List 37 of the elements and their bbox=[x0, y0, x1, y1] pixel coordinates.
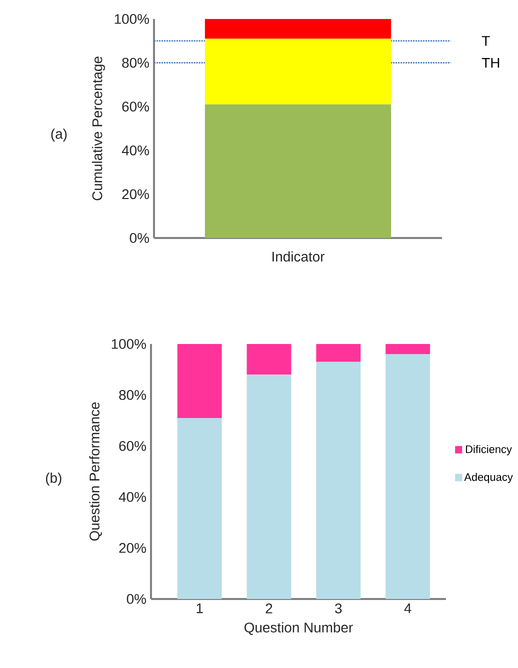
bar bbox=[204, 38, 392, 104]
x-tick-label: 3 bbox=[335, 603, 342, 614]
ref-line-label: TH bbox=[482, 58, 500, 68]
y-tick-label: 0% bbox=[126, 594, 146, 604]
y-tick-label: 40% bbox=[118, 492, 146, 502]
bar bbox=[316, 344, 361, 362]
y-tick-label: 80% bbox=[119, 390, 146, 400]
x-tick-label: 2 bbox=[266, 603, 272, 614]
x-axis-title: Question Number bbox=[244, 622, 353, 635]
bar bbox=[386, 354, 430, 599]
y-axis-title: Cumulative Percentage bbox=[92, 56, 106, 200]
y-tick-label: 60% bbox=[122, 102, 150, 112]
y-axis-title: Question Performance bbox=[89, 402, 102, 541]
y-tick-label: 20% bbox=[122, 189, 150, 200]
text: (b) bbox=[46, 472, 62, 486]
y-tick-label: 100% bbox=[112, 339, 146, 349]
y-tick-label: 40% bbox=[122, 145, 150, 156]
bar bbox=[316, 362, 361, 599]
y-tick-label: 20% bbox=[119, 543, 146, 553]
text: (a) bbox=[51, 128, 67, 142]
bar bbox=[246, 344, 292, 375]
x-tick-label: 4 bbox=[404, 604, 412, 614]
y-tick-label: 80% bbox=[122, 58, 150, 68]
bar bbox=[177, 344, 222, 418]
bar bbox=[246, 374, 292, 599]
y-tick-label: 60% bbox=[119, 441, 146, 451]
legend-label: Dificiency bbox=[466, 445, 512, 456]
bar bbox=[204, 104, 392, 238]
legend-label: Adequacy bbox=[464, 472, 513, 484]
bar bbox=[386, 344, 430, 354]
x-tick-label: 1 bbox=[196, 604, 203, 614]
bar bbox=[204, 19, 392, 39]
y-tick-label: 0% bbox=[130, 233, 150, 243]
y-tick-label: 100% bbox=[114, 14, 150, 24]
bar bbox=[177, 418, 222, 599]
ref-line-label: T bbox=[482, 36, 490, 46]
x-axis-title: Indicator bbox=[272, 251, 325, 262]
